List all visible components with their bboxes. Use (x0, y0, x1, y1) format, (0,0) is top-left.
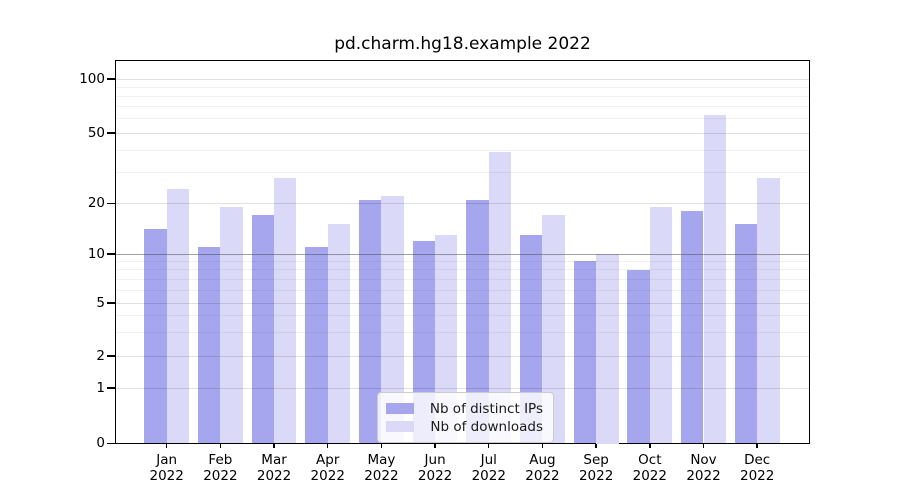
y-tick-mark-2 (107, 355, 115, 357)
bar-distinct-ips-sep (573, 261, 597, 444)
x-tick-mark-jun (434, 443, 436, 448)
bar-downloads-may (381, 196, 404, 444)
x-tick-mark-jan (166, 443, 168, 448)
bar-downloads-oct (649, 207, 673, 444)
bar-downloads-nov (703, 114, 726, 444)
legend-label-distinct-ips: Nb of distinct IPs (429, 400, 543, 417)
y-tick-mark-50 (107, 132, 115, 134)
bar-distinct-ips-jul (466, 199, 489, 444)
x-axis-tick-label-feb: Feb 2022 (203, 452, 238, 484)
bar-downloads-feb (220, 207, 243, 444)
x-tick-mark-apr (327, 443, 329, 448)
bar-distinct-ips-mar (251, 215, 275, 444)
bar-downloads-sep (596, 254, 619, 444)
y-tick-mark-0 (107, 442, 115, 445)
x-axis-tick-label-jan: Jan 2022 (149, 452, 184, 484)
legend: Nb of distinct IPs Nb of downloads (377, 392, 554, 443)
y-axis-tick-label-20: 20 (87, 195, 105, 211)
x-tick-mark-jul (488, 443, 490, 448)
bar-downloads-dec (757, 177, 780, 444)
bar-distinct-ips-nov (681, 211, 704, 444)
x-tick-mark-sep (595, 443, 597, 448)
x-axis-tick-label-jul: Jul 2022 (471, 452, 506, 484)
legend-swatch-downloads (386, 421, 414, 432)
bar-distinct-ips-apr (305, 247, 328, 444)
y-tick-mark-1 (107, 387, 115, 389)
legend-item-downloads: Nb of downloads (386, 418, 543, 435)
bar-downloads-jul (488, 152, 512, 444)
y-axis-tick-label-50: 50 (87, 124, 105, 141)
bar-distinct-ips-feb (197, 247, 221, 444)
y-axis-tick-label-1: 1 (96, 379, 105, 396)
legend-label-downloads: Nb of downloads (430, 418, 543, 435)
x-tick-mark-may (380, 443, 383, 448)
bar-distinct-ips-jan (144, 229, 167, 444)
bar-downloads-mar (274, 177, 297, 444)
x-axis-tick-label-dec: Dec 2022 (739, 452, 775, 484)
x-axis-tick-label-sep: Sep 2022 (578, 452, 614, 484)
x-axis-tick-label-mar: Mar 2022 (256, 452, 292, 484)
y-tick-mark-5 (107, 302, 115, 304)
y-axis-tick-label-0: 0 (96, 435, 105, 451)
x-axis-tick-label-oct: Oct 2022 (632, 452, 667, 484)
bar-downloads-apr (327, 224, 351, 444)
bar-distinct-ips-oct (627, 269, 650, 444)
bar-distinct-ips-aug (520, 234, 543, 444)
x-axis-tick-label-nov: Nov 2022 (686, 452, 721, 484)
y-axis-tick-label-100: 100 (79, 70, 105, 87)
x-tick-mark-aug (541, 443, 544, 448)
x-tick-mark-mar (273, 443, 275, 448)
y-axis-tick-label-2: 2 (96, 347, 105, 364)
y-tick-mark-10 (107, 253, 115, 255)
x-tick-mark-feb (219, 443, 222, 448)
bar-downloads-jan (166, 189, 190, 444)
y-axis-tick-label-10: 10 (87, 245, 105, 262)
chart-title: pd.charm.hg18.example 2022 (334, 34, 591, 54)
x-axis-tick-label-may: May 2022 (364, 452, 399, 484)
x-axis-tick-label-aug: Aug 2022 (525, 452, 560, 484)
y-axis-tick-label-5: 5 (96, 294, 105, 311)
x-axis-tick-label-jun: Jun 2022 (417, 452, 453, 484)
legend-item-distinct-ips: Nb of distinct IPs (386, 400, 543, 417)
y-tick-mark-100 (107, 78, 115, 80)
bar-downloads-jun (435, 234, 458, 444)
x-tick-mark-oct (649, 443, 651, 448)
bar-distinct-ips-dec (734, 224, 758, 444)
legend-swatch-distinct-ips (386, 403, 414, 414)
y-tick-mark-20 (107, 202, 115, 205)
x-tick-mark-dec (756, 443, 758, 448)
x-tick-mark-nov (702, 443, 705, 448)
bar-downloads-aug (542, 215, 565, 444)
plot-area (115, 59, 810, 444)
bar-distinct-ips-may (359, 199, 382, 444)
x-axis-tick-label-apr: Apr 2022 (310, 452, 345, 484)
